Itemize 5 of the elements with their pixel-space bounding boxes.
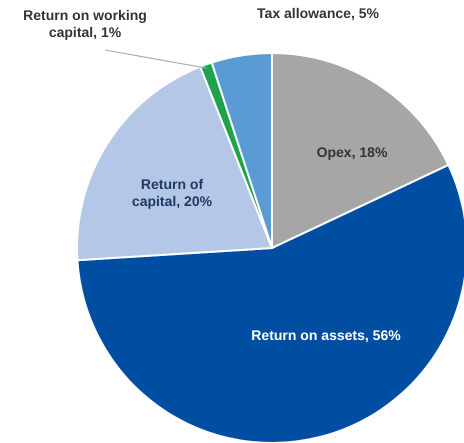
slice-label: Tax allowance, 5% <box>257 5 380 21</box>
slice-label: Return on working capital, 1% <box>23 7 147 40</box>
slice-label: Return of capital, 20% <box>132 176 213 209</box>
slice-label: Opex, 18% <box>316 144 388 160</box>
slice-label: Return on assets, 56% <box>251 327 402 343</box>
